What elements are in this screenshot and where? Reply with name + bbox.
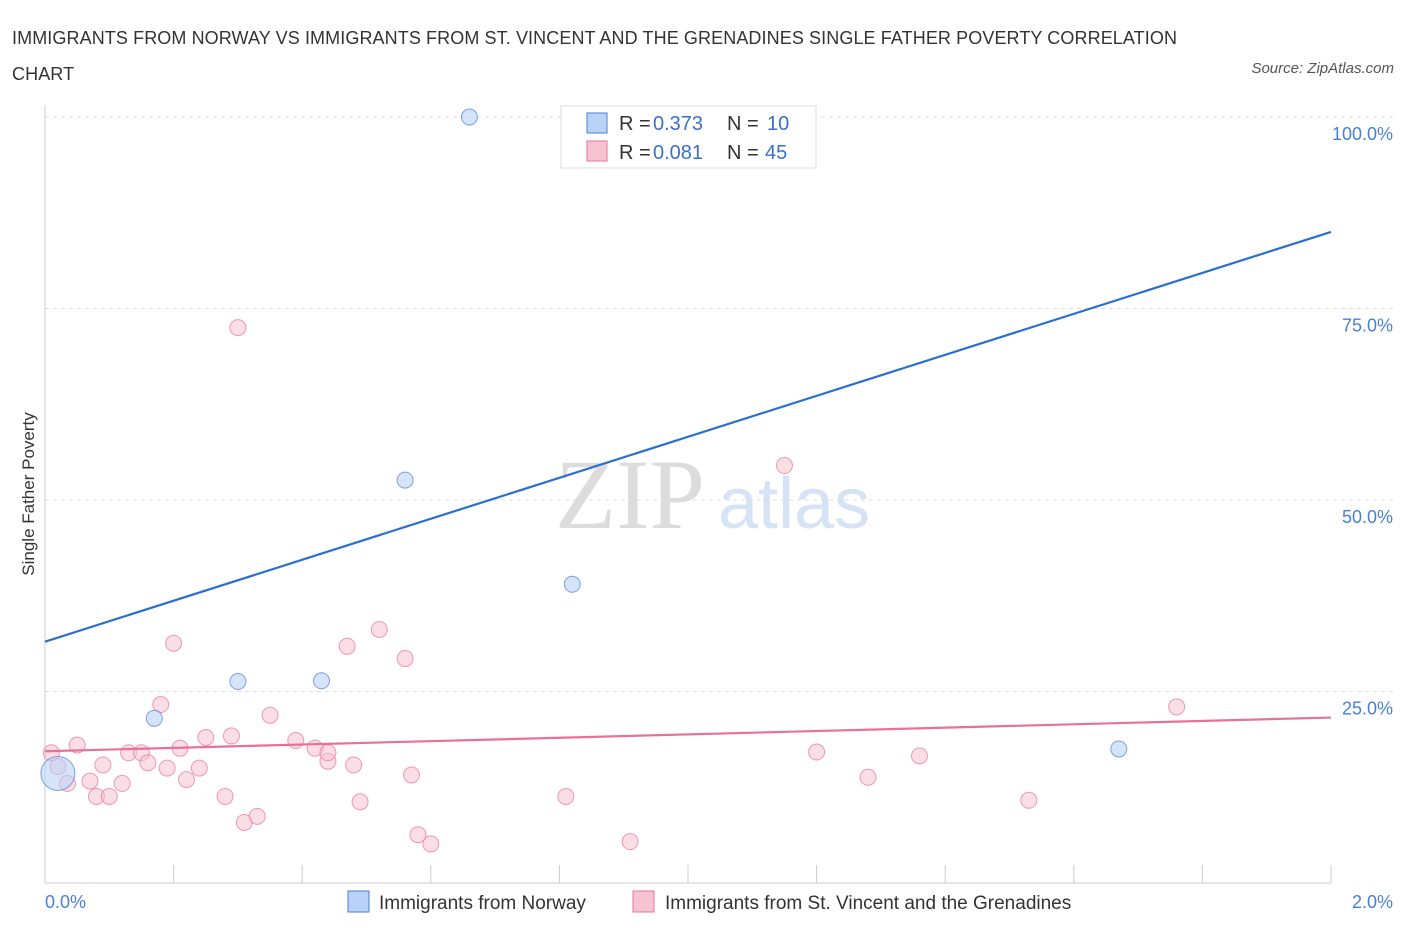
stvincent-point xyxy=(248,807,266,825)
stats-norway-n-value: 10 xyxy=(767,113,789,135)
y-tick-label-2: 75.0% xyxy=(1342,316,1393,336)
watermark-atlas: atlas xyxy=(718,464,870,544)
norway-point xyxy=(40,755,76,791)
series-stvincent-points xyxy=(42,319,1186,853)
y-tick-labels: 25.0% 50.0% 75.0% 100.0% xyxy=(1332,124,1393,719)
norway-point xyxy=(563,575,581,593)
legend-norway-label: Immigrants from Norway xyxy=(379,893,586,914)
norway-trend-line xyxy=(44,230,1332,643)
legend-stvincent-label: Immigrants from St. Vincent and the Gren… xyxy=(665,893,1071,914)
stvincent-point xyxy=(152,696,170,714)
stvincent-point xyxy=(94,756,112,774)
stvincent-point xyxy=(396,650,414,668)
x-tick-label-1: 2.0% xyxy=(1352,892,1393,912)
stvincent-point xyxy=(319,744,337,762)
stvincent-point xyxy=(190,759,208,777)
norway-point xyxy=(145,709,163,727)
stats-norway-n-label: N = xyxy=(727,113,759,135)
stats-legend: R = 0.373 N = 10 R = 0.081 N = 45 xyxy=(560,105,817,169)
stats-norway-r-value: 0.373 xyxy=(653,113,703,135)
stats-stvincent-r-label: R = xyxy=(619,142,651,164)
stvincent-point xyxy=(81,772,99,790)
stvincent-point xyxy=(910,747,928,765)
stvincent-point xyxy=(775,457,793,475)
y-tick-label-3: 100.0% xyxy=(1332,124,1393,144)
norway-point xyxy=(460,108,478,126)
legend-norway-swatch xyxy=(347,890,370,913)
grid-lines xyxy=(45,116,1395,692)
stvincent-point xyxy=(859,768,877,786)
stvincent-point xyxy=(216,787,234,805)
stvincent-point xyxy=(338,637,356,655)
stvincent-point xyxy=(1020,791,1038,809)
norway-point xyxy=(1110,740,1128,758)
x-tick-label-0: 0.0% xyxy=(45,892,86,912)
stvincent-point xyxy=(345,756,363,774)
stvincent-point xyxy=(177,771,195,789)
y-axis-label: Single Father Poverty xyxy=(19,412,38,576)
stvincent-point xyxy=(422,835,440,853)
stvincent-point xyxy=(113,774,131,792)
stvincent-point xyxy=(403,766,421,784)
chart-title: IMMIGRANTS FROM NORWAY VS IMMIGRANTS FRO… xyxy=(12,28,1178,84)
stvincent-point xyxy=(409,826,427,844)
y-tick-label-0: 25.0% xyxy=(1342,699,1393,719)
stvincent-point xyxy=(68,736,86,754)
norway-point xyxy=(396,471,414,489)
stats-norway-r-label: R = xyxy=(619,113,651,135)
stvincent-point xyxy=(139,754,157,772)
trend-lines xyxy=(44,230,1332,753)
stats-stvincent-r-value: 0.081 xyxy=(653,142,703,164)
stvincent-trend-line xyxy=(44,716,1332,753)
stats-stvincent-swatch xyxy=(586,140,608,162)
stats-norway-swatch xyxy=(586,112,608,134)
stvincent-point xyxy=(557,787,575,805)
stvincent-point xyxy=(165,634,183,652)
legend-stvincent-swatch xyxy=(632,890,655,913)
stvincent-point xyxy=(621,833,639,851)
x-tick-marks xyxy=(44,865,1332,883)
stvincent-point xyxy=(229,319,247,337)
stvincent-point xyxy=(100,787,118,805)
norway-point xyxy=(312,672,330,690)
series-legend: Immigrants from Norway Immigrants from S… xyxy=(347,890,1071,914)
stats-stvincent-n-label: N = xyxy=(727,142,759,164)
stvincent-point xyxy=(287,732,305,750)
stvincent-point xyxy=(808,743,826,761)
y-tick-label-1: 50.0% xyxy=(1342,507,1393,527)
stvincent-point xyxy=(197,728,215,746)
watermark-zip: ZIP xyxy=(555,439,705,550)
norway-point xyxy=(229,673,247,691)
stvincent-point xyxy=(222,727,240,745)
stvincent-point xyxy=(351,793,369,811)
stvincent-point xyxy=(261,706,279,724)
source-label: Source: ZipAtlas.com xyxy=(1251,60,1394,77)
stvincent-point xyxy=(1168,698,1186,716)
stats-stvincent-n-value: 45 xyxy=(765,142,787,164)
stvincent-point xyxy=(370,620,388,638)
x-tick-labels: 0.0% 2.0% xyxy=(45,892,1393,912)
stvincent-point xyxy=(158,759,176,777)
